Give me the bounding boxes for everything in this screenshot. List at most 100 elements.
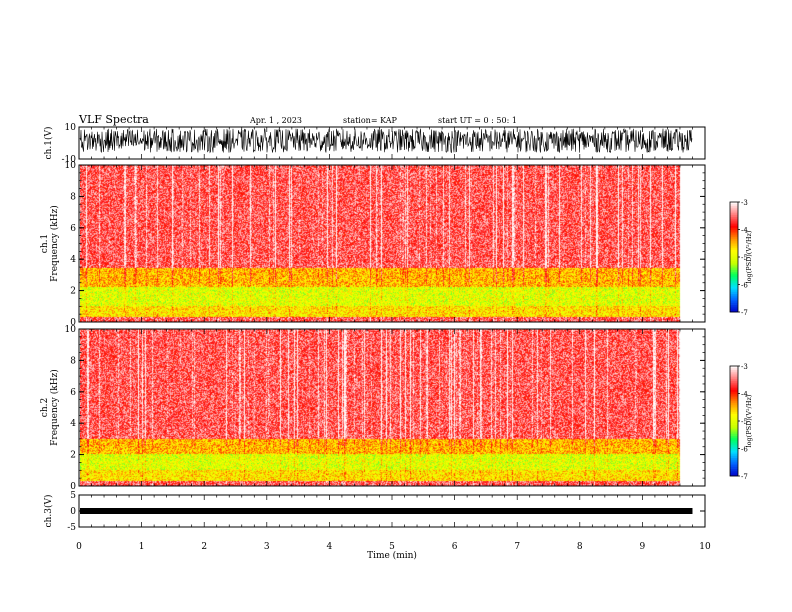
colorbar-swatch	[730, 269, 738, 272]
colorbar-tick-label: -6	[741, 282, 748, 290]
colorbar-swatch	[730, 225, 738, 228]
colorbar-swatch	[730, 280, 738, 283]
colorbar-swatch	[730, 284, 738, 287]
colorbar-swatch	[730, 459, 738, 462]
colorbar-swatch	[730, 454, 738, 457]
colorbar-swatch	[730, 262, 738, 265]
colorbar-swatch	[730, 295, 738, 298]
colorbar-swatch	[730, 304, 738, 307]
colorbar-swatch	[730, 203, 738, 206]
colorbar-swatch	[730, 233, 738, 236]
colorbar-swatch	[730, 410, 738, 413]
colorbar-swatch	[730, 220, 738, 223]
colorbar-swatch	[730, 306, 738, 309]
colorbar-swatch	[730, 413, 738, 416]
ch2-channel-label: ch.2	[40, 398, 50, 417]
colorbar-swatch	[730, 411, 738, 414]
x-tick-label: 10	[699, 542, 711, 552]
colorbar-swatch	[730, 417, 738, 420]
colorbar-swatch	[730, 386, 738, 389]
ch2-freq-label: Frequency (kHz)	[49, 369, 60, 446]
colorbar-swatch	[730, 264, 738, 267]
colorbar-tick-label: -7	[741, 309, 748, 317]
x-tick-label: 6	[452, 542, 458, 552]
x-tick-label: 8	[577, 542, 583, 552]
colorbar-tick-label: -4	[741, 227, 748, 235]
colorbar-swatch	[730, 470, 738, 473]
colorbar-swatch	[730, 244, 738, 247]
colorbar-swatch	[730, 235, 738, 238]
colorbar-label: log(PSD)(V²/Hz)	[745, 230, 753, 283]
station-label: station= KAP	[343, 116, 397, 125]
colorbar-swatch	[730, 273, 738, 276]
ch1-trace	[79, 127, 693, 154]
colorbar-swatch	[730, 236, 738, 239]
colorbar-swatch	[730, 435, 738, 438]
colorbar-swatch	[730, 463, 738, 466]
colorbar-swatch	[730, 397, 738, 400]
y-tick-label: 2	[70, 451, 76, 461]
ch2-spectrogram-image	[80, 329, 692, 486]
y-tick-label: 4	[70, 255, 76, 265]
colorbar-swatch	[730, 402, 738, 405]
colorbar-swatch	[730, 222, 738, 225]
colorbar-swatch	[730, 246, 738, 249]
colorbar-swatch	[730, 408, 738, 411]
colorbar-swatch	[730, 393, 738, 396]
colorbar-swatch	[730, 299, 738, 302]
y-tick-label: 10	[65, 123, 77, 133]
colorbar-swatch	[730, 404, 738, 407]
colorbar-swatch	[730, 439, 738, 442]
colorbar-swatch	[730, 443, 738, 446]
colorbar-swatch	[730, 406, 738, 409]
colorbar-swatch	[730, 384, 738, 387]
colorbar-swatch	[730, 377, 738, 380]
colorbar-swatch	[730, 415, 738, 418]
colorbar-swatch	[730, 419, 738, 422]
y-tick-label: 0	[70, 507, 76, 517]
ch1-freq-label: Frequency (kHz)	[49, 205, 60, 282]
colorbar-swatch	[730, 290, 738, 293]
colorbar-tick-label: -7	[741, 473, 748, 481]
x-tick-label: 9	[640, 542, 646, 552]
colorbar-swatch	[730, 382, 738, 385]
colorbar-swatch	[730, 430, 738, 433]
colorbar-tick-label: -5	[741, 418, 748, 426]
colorbar-swatch	[730, 242, 738, 245]
ch1-spectrogram-image	[80, 165, 692, 322]
colorbar-swatch	[730, 227, 738, 230]
colorbar-swatch	[730, 257, 738, 260]
colorbar-swatch	[730, 468, 738, 471]
x-tick-label: 2	[201, 542, 207, 552]
colorbar-swatch	[730, 282, 738, 285]
y-tick-label: 2	[70, 287, 76, 297]
colorbar-swatch	[730, 271, 738, 274]
colorbar-swatch	[730, 422, 738, 425]
colorbar-swatch	[730, 205, 738, 208]
colorbar-tick-label: -3	[741, 199, 748, 207]
colorbar-swatch	[730, 231, 738, 234]
colorbar-swatch	[730, 249, 738, 252]
colorbar-swatch	[730, 373, 738, 376]
colorbar-swatch	[730, 202, 738, 205]
colorbar-swatch	[730, 213, 738, 216]
colorbar-swatch	[730, 433, 738, 436]
y-tick-label: 6	[70, 224, 76, 234]
colorbar-swatch	[730, 371, 738, 374]
colorbar-swatch	[730, 229, 738, 232]
y-tick-label: 0	[70, 318, 76, 328]
colorbar-swatch	[730, 253, 738, 256]
colorbar-swatch	[730, 441, 738, 444]
colorbar-tick-label: -3	[741, 363, 748, 371]
colorbar-swatch	[730, 302, 738, 305]
colorbar-swatch	[730, 432, 738, 435]
colorbar-swatch	[730, 375, 738, 378]
colorbar-swatch	[730, 367, 738, 370]
colorbar-swatch	[730, 293, 738, 296]
y-tick-label: 10	[65, 325, 77, 335]
colorbar-label: log(PSD)(V²/Hz)	[745, 394, 753, 447]
colorbar-swatch	[730, 266, 738, 269]
colorbar-swatch	[730, 247, 738, 250]
colorbar-swatch	[730, 395, 738, 398]
